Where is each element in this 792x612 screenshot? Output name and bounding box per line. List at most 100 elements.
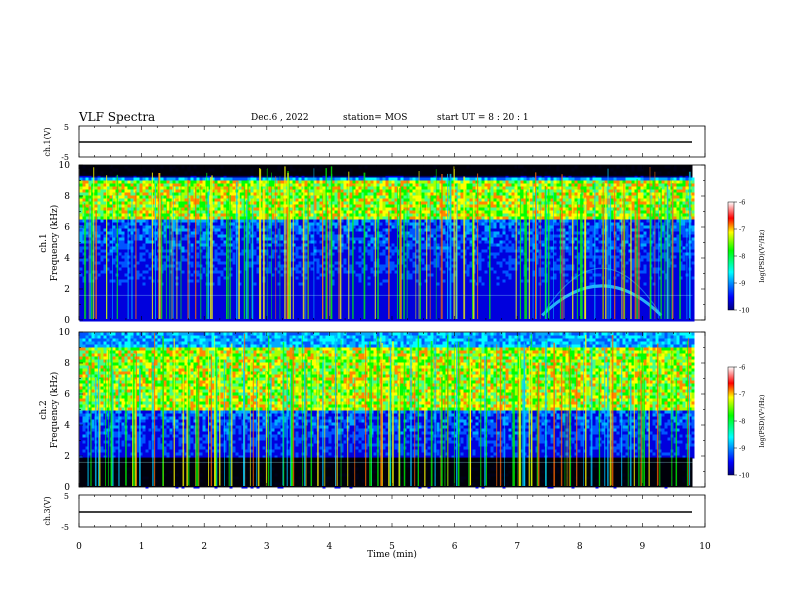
spectrogram-cell (196, 237, 200, 241)
spectrogram-cell (220, 297, 224, 301)
spectrogram-cell (232, 267, 236, 271)
spectrogram-cell (154, 186, 158, 190)
spectrogram-cell (106, 267, 110, 271)
spectrogram-cell (202, 297, 206, 301)
spectrogram-cell (280, 216, 284, 220)
spectrogram-cell (295, 309, 299, 313)
spectrogram-cell (184, 249, 188, 253)
spectrogram-cell (331, 309, 335, 313)
spectrogram-cell (133, 213, 137, 217)
spectrogram-cell (316, 186, 320, 190)
spectrogram-cell (181, 225, 185, 229)
spectrogram-cell (190, 255, 194, 259)
spectrogram-cell (100, 210, 104, 214)
spectrogram-cell (166, 201, 170, 205)
spectrogram-cell (307, 267, 311, 271)
spectrogram-cell (118, 252, 122, 256)
spectrogram-cell (127, 210, 131, 214)
spectrogram-cell (244, 180, 248, 184)
spectrogram-cell (319, 300, 323, 304)
spectrogram-cell (145, 216, 149, 220)
spectrogram-cell (364, 267, 368, 271)
spectrogram-cell (94, 318, 98, 322)
spectrogram-cell (169, 240, 173, 244)
spectrogram-cell (325, 186, 329, 190)
spectrogram-cell (211, 192, 215, 196)
spectrogram-cell (361, 228, 365, 232)
spectrogram-cell (358, 174, 362, 178)
spectrogram-cell (340, 228, 344, 232)
spectrogram-cell (133, 237, 137, 241)
spectrogram-cell (289, 312, 293, 316)
spectrogram-cell (361, 285, 365, 289)
spectrogram-cell (307, 276, 311, 280)
spectrogram-cell (370, 261, 374, 265)
spectrogram-cell (145, 282, 149, 286)
spectrogram-cell (229, 192, 233, 196)
spectrogram-cell (322, 234, 326, 238)
spectrogram-cell (169, 309, 173, 313)
spectrogram-cell (307, 240, 311, 244)
spectrogram-cell (253, 237, 257, 241)
spectrogram-cell (241, 264, 245, 268)
spectrogram-cell (103, 285, 107, 289)
spectrogram-cell (184, 222, 188, 226)
spectrogram-cell (229, 318, 233, 322)
spectrogram-cell (241, 261, 245, 265)
spectrogram-cell (217, 195, 221, 199)
spectrogram-cell (100, 246, 104, 250)
spectrogram-cell (325, 177, 329, 181)
spectrogram-cell (109, 315, 113, 319)
spectrogram-cell (346, 318, 350, 322)
spectrogram-cell (346, 270, 350, 274)
spectrogram-cell (82, 318, 86, 322)
spectrogram-cell (253, 261, 257, 265)
spectrogram-cell (124, 288, 128, 292)
spectrogram-cell (172, 222, 176, 226)
spectrogram-cell (82, 234, 86, 238)
spectrogram-cell (172, 309, 176, 313)
spectrogram-cell (271, 219, 275, 223)
spectrogram-cell (322, 273, 326, 277)
spectrogram-cell (97, 213, 101, 217)
spectrogram-cell (214, 300, 218, 304)
spectrogram-cell (343, 294, 347, 298)
spectrogram-cell (202, 189, 206, 193)
spectrogram-cell (103, 297, 107, 301)
spectrogram-cell (190, 201, 194, 205)
spectrogram-cell (349, 237, 353, 241)
spectrogram-cell (100, 198, 104, 202)
spectrogram-cell (166, 204, 170, 208)
spectrogram-cell (178, 315, 182, 319)
spectrogram-cell (127, 222, 131, 226)
spectrogram-cell (319, 303, 323, 307)
spectrogram-cell (103, 243, 107, 247)
spectrogram-cell (307, 288, 311, 292)
spectrogram-cell (217, 297, 221, 301)
spectrogram-cell (202, 294, 206, 298)
spectrogram-cell (196, 288, 200, 292)
spectrogram-cell (292, 243, 296, 247)
spectrogram-cell (106, 309, 110, 313)
spectrogram-cell (91, 261, 95, 265)
spectrogram-cell (343, 291, 347, 295)
spectrogram-cell (109, 273, 113, 277)
spectrogram-cell (238, 177, 242, 181)
start-time-label: start UT = 8 : 20 : 1 (437, 113, 529, 123)
spectrogram-cell (247, 279, 251, 283)
spectrogram-cell (127, 204, 131, 208)
spectrogram-cell (307, 210, 311, 214)
spectrogram-cell (346, 300, 350, 304)
spectrogram-cell (343, 249, 347, 253)
spectrogram-cell (343, 201, 347, 205)
spectrogram-cell (247, 228, 251, 232)
spectrogram-cell (247, 288, 251, 292)
spectrogram-cell (97, 315, 101, 319)
spectrogram-cell (226, 180, 230, 184)
spectrogram-cell (280, 186, 284, 190)
spectrogram-cell (184, 282, 188, 286)
spectrogram-cell (166, 228, 170, 232)
spectrogram-cell (154, 192, 158, 196)
spectrogram-cell (346, 243, 350, 247)
spectrogram-cell (214, 246, 218, 250)
